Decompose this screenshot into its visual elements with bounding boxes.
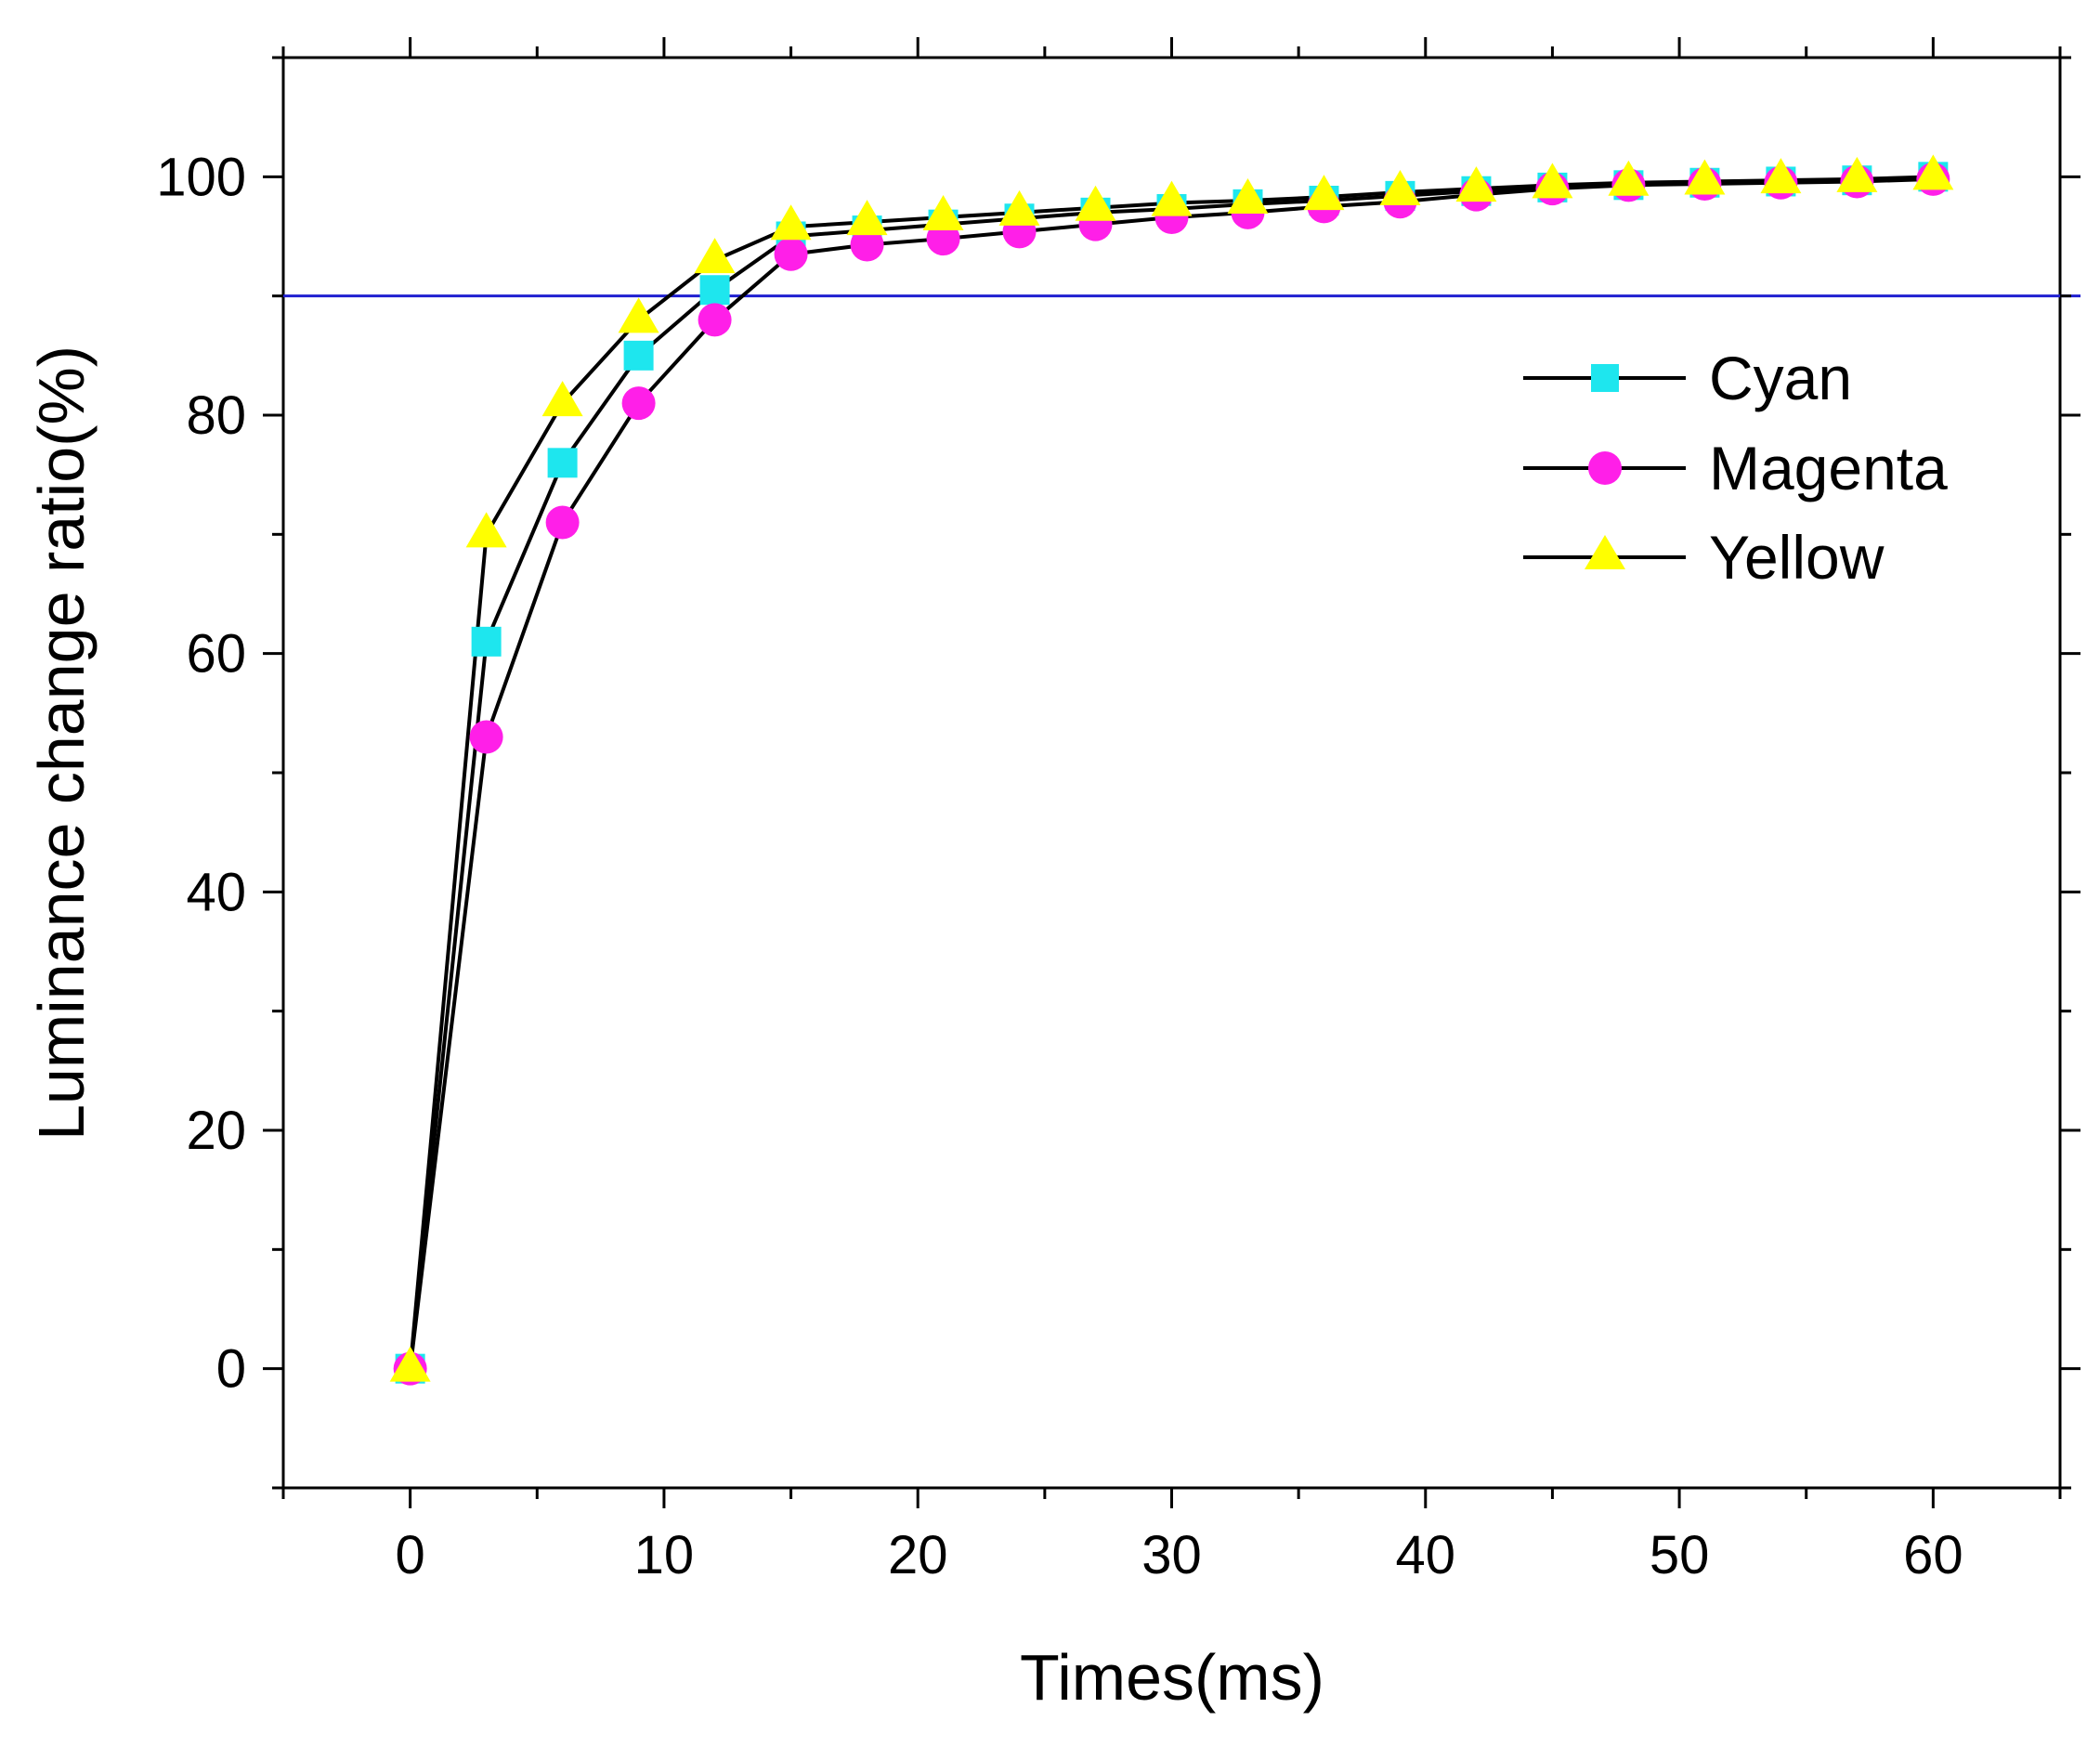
- x-tick-label: 40: [1396, 1525, 1456, 1585]
- data-point-yellow: [389, 1346, 431, 1382]
- data-point-magenta: [545, 505, 580, 540]
- axis-ticks: [263, 37, 2080, 1508]
- data-point-yellow: [1912, 154, 1954, 190]
- data-point-magenta: [698, 303, 732, 337]
- legend-item-magenta: Magenta: [1523, 434, 1948, 502]
- data-point-magenta: [621, 386, 656, 421]
- legend-item-yellow: Yellow: [1523, 523, 1885, 592]
- x-tick-label: 30: [1141, 1525, 1202, 1585]
- data-point-yellow: [1379, 170, 1421, 206]
- data-point-yellow: [998, 189, 1040, 226]
- y-tick-label: 40: [186, 862, 246, 922]
- data-point-cyan: [547, 448, 578, 478]
- data-point-yellow: [1760, 158, 1802, 194]
- data-point-yellow: [1227, 178, 1269, 214]
- data-point-magenta: [850, 228, 884, 262]
- legend-marker-magenta: [1588, 451, 1622, 485]
- y-tick-label: 100: [156, 147, 246, 207]
- y-axis-title: Luminance change ratio(%): [25, 345, 98, 1141]
- data-point-yellow: [1151, 180, 1193, 216]
- legend-label-magenta: Magenta: [1709, 434, 1948, 502]
- data-point-magenta: [774, 237, 808, 271]
- data-point-yellow: [618, 297, 659, 333]
- data-point-yellow: [465, 512, 507, 548]
- data-point-cyan: [471, 626, 502, 657]
- legend-label-cyan: Cyan: [1709, 344, 1852, 412]
- data-point-magenta: [926, 222, 960, 256]
- y-tick-label: 80: [186, 385, 246, 446]
- data-point-yellow: [541, 381, 583, 417]
- data-point-cyan: [699, 275, 730, 306]
- data-point-yellow: [1608, 160, 1650, 196]
- x-tick-label: 0: [396, 1525, 425, 1585]
- data-point-yellow: [694, 238, 736, 274]
- data-point-cyan: [623, 340, 654, 371]
- legend-marker-yellow: [1585, 535, 1625, 569]
- y-tick-label: 20: [186, 1101, 246, 1161]
- tick-labels: 0 10 20 30 40 50 60 0 20 40 60 80 100: [156, 147, 1963, 1585]
- data-point-yellow: [922, 194, 964, 230]
- data-point-yellow: [1303, 175, 1345, 211]
- data-point-yellow: [770, 204, 812, 241]
- data-point-yellow: [1075, 185, 1116, 221]
- x-tick-label: 20: [888, 1525, 948, 1585]
- legend: Cyan Magenta Yellow: [1523, 344, 1948, 592]
- plot-frame: [281, 56, 2062, 1490]
- data-point-yellow: [1836, 156, 1878, 192]
- data-point-yellow: [846, 200, 888, 236]
- series-markers: [389, 154, 1954, 1386]
- data-point-yellow: [1684, 159, 1726, 195]
- y-tick-label: 0: [216, 1339, 246, 1400]
- legend-item-cyan: Cyan: [1523, 344, 1852, 412]
- data-point-yellow: [1532, 163, 1573, 199]
- data-point-yellow: [1455, 166, 1497, 202]
- legend-marker-cyan: [1591, 364, 1619, 392]
- x-tick-label: 60: [1903, 1525, 1963, 1585]
- y-tick-label: 60: [186, 624, 246, 684]
- x-tick-label: 50: [1650, 1525, 1710, 1585]
- data-point-magenta: [469, 720, 503, 754]
- x-tick-label: 10: [634, 1525, 695, 1585]
- x-axis-title: Times(ms): [1020, 1641, 1324, 1714]
- legend-label-yellow: Yellow: [1709, 523, 1885, 592]
